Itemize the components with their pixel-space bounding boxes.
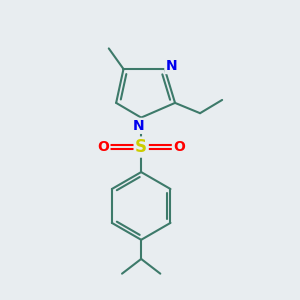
Text: S: S [135,138,147,156]
Text: O: O [98,140,110,154]
Text: N: N [165,59,177,73]
Text: O: O [173,140,185,154]
Text: N: N [133,119,145,133]
